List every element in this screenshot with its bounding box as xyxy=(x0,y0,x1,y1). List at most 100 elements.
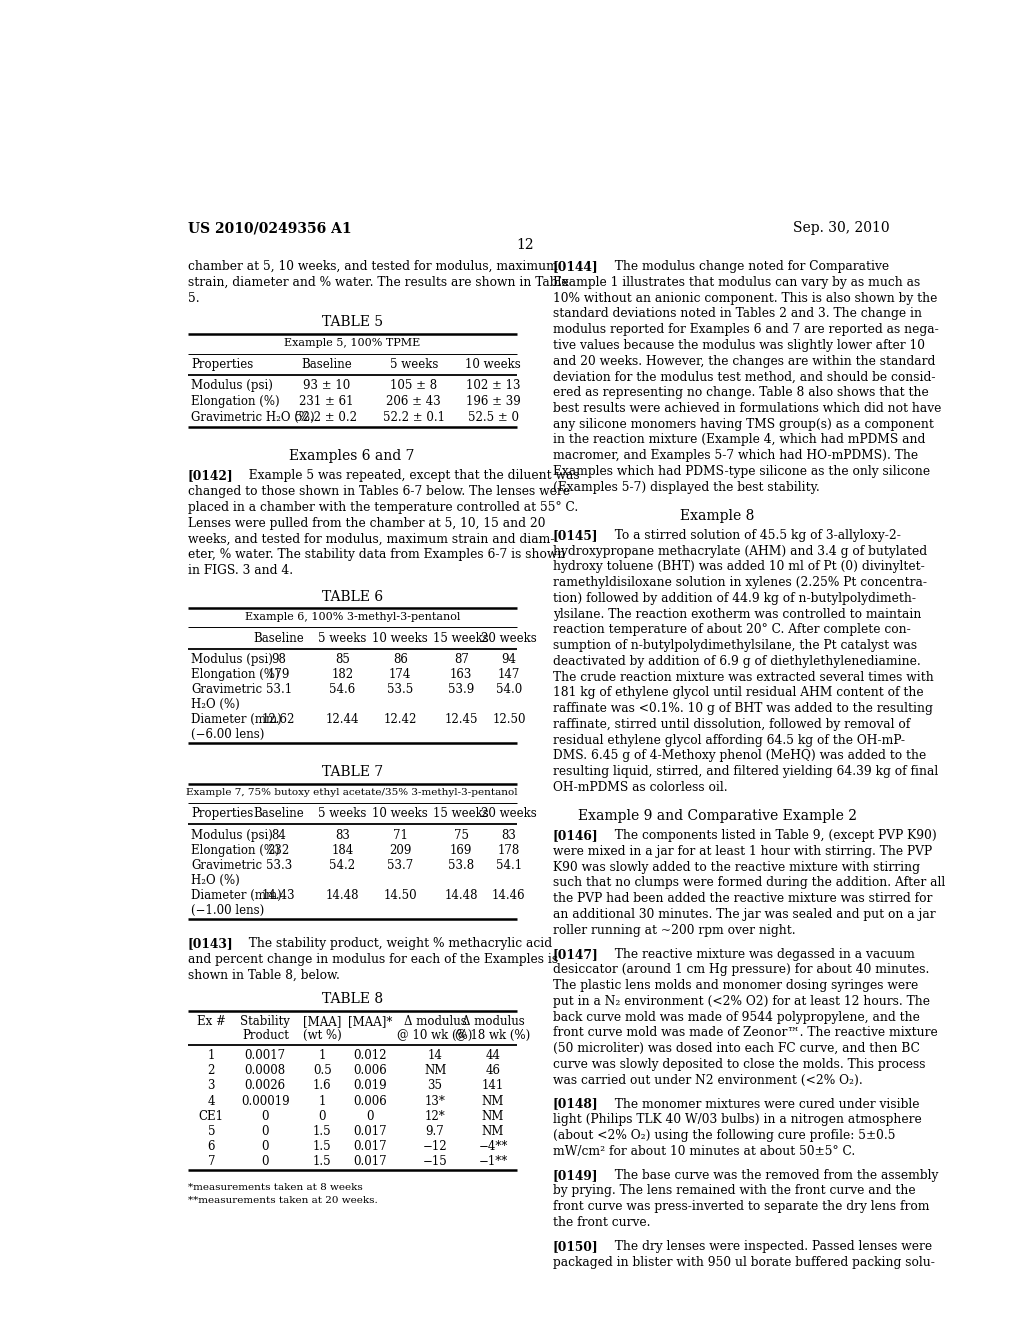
Text: mW/cm² for about 10 minutes at about 50±5° C.: mW/cm² for about 10 minutes at about 50±… xyxy=(553,1144,855,1158)
Text: light (Philips TLK 40 W/03 bulbs) in a nitrogen atmosphere: light (Philips TLK 40 W/03 bulbs) in a n… xyxy=(553,1113,922,1126)
Text: chamber at 5, 10 weeks, and tested for modulus, maximum: chamber at 5, 10 weeks, and tested for m… xyxy=(187,260,557,273)
Text: 10 weeks: 10 weeks xyxy=(465,358,521,371)
Text: in FIGS. 3 and 4.: in FIGS. 3 and 4. xyxy=(187,564,293,577)
Text: 0.0017: 0.0017 xyxy=(245,1049,286,1063)
Text: [0147]: [0147] xyxy=(553,948,598,961)
Text: 0.006: 0.006 xyxy=(353,1064,387,1077)
Text: strain, diameter and % water. The results are shown in Table: strain, diameter and % water. The result… xyxy=(187,276,568,289)
Text: 52.2 ± 0.2: 52.2 ± 0.2 xyxy=(295,411,357,424)
Text: best results were achieved in formulations which did not have: best results were achieved in formulatio… xyxy=(553,401,941,414)
Text: back curve mold was made of 9544 polypropylene, and the: back curve mold was made of 9544 polypro… xyxy=(553,1011,920,1023)
Text: standard deviations noted in Tables 2 and 3. The change in: standard deviations noted in Tables 2 an… xyxy=(553,308,922,321)
Text: 1.6: 1.6 xyxy=(313,1080,332,1093)
Text: NM: NM xyxy=(482,1094,504,1107)
Text: Elongation (%): Elongation (%) xyxy=(191,843,281,857)
Text: 105 ± 8: 105 ± 8 xyxy=(390,379,437,392)
Text: 1.5: 1.5 xyxy=(313,1125,332,1138)
Text: 84: 84 xyxy=(271,829,287,842)
Text: 13*: 13* xyxy=(425,1094,445,1107)
Text: 6: 6 xyxy=(208,1139,215,1152)
Text: 54.6: 54.6 xyxy=(329,682,355,696)
Text: changed to those shown in Tables 6-7 below. The lenses were: changed to those shown in Tables 6-7 bel… xyxy=(187,486,569,498)
Text: 46: 46 xyxy=(485,1064,501,1077)
Text: 75: 75 xyxy=(454,829,469,842)
Text: front curve mold was made of Zeonor™. The reactive mixture: front curve mold was made of Zeonor™. Th… xyxy=(553,1027,937,1039)
Text: 181 kg of ethylene glycol until residual AHM content of the: 181 kg of ethylene glycol until residual… xyxy=(553,686,924,700)
Text: 53.1: 53.1 xyxy=(265,682,292,696)
Text: hydroxypropane methacrylate (AHM) and 3.4 g of butylated: hydroxypropane methacrylate (AHM) and 3.… xyxy=(553,545,927,557)
Text: H₂O (%): H₂O (%) xyxy=(191,698,241,711)
Text: reaction temperature of about 20° C. After complete con-: reaction temperature of about 20° C. Aft… xyxy=(553,623,910,636)
Text: raffinate was <0.1%. 10 g of BHT was added to the resulting: raffinate was <0.1%. 10 g of BHT was add… xyxy=(553,702,933,715)
Text: the front curve.: the front curve. xyxy=(553,1216,650,1229)
Text: 53.9: 53.9 xyxy=(449,682,474,696)
Text: 1: 1 xyxy=(318,1049,326,1063)
Text: 206 ± 43: 206 ± 43 xyxy=(386,395,441,408)
Text: TABLE 5: TABLE 5 xyxy=(322,315,383,330)
Text: 10 weeks: 10 weeks xyxy=(373,631,428,644)
Text: 179: 179 xyxy=(267,668,290,681)
Text: [MAA]*: [MAA]* xyxy=(348,1015,392,1028)
Text: 2: 2 xyxy=(208,1064,215,1077)
Text: 0.006: 0.006 xyxy=(353,1094,387,1107)
Text: Sep. 30, 2010: Sep. 30, 2010 xyxy=(794,222,890,235)
Text: [0148]: [0148] xyxy=(553,1097,598,1110)
Text: packaged in blister with 950 ul borate buffered packing solu-: packaged in blister with 950 ul borate b… xyxy=(553,1255,935,1269)
Text: macromer, and Examples 5-7 which had HO-mPDMS). The: macromer, and Examples 5-7 which had HO-… xyxy=(553,449,918,462)
Text: in the reaction mixture (Example 4, which had mPDMS and: in the reaction mixture (Example 4, whic… xyxy=(553,433,925,446)
Text: Modulus (psi): Modulus (psi) xyxy=(191,653,273,665)
Text: Elongation (%): Elongation (%) xyxy=(191,668,281,681)
Text: Modulus (psi): Modulus (psi) xyxy=(191,829,273,842)
Text: 85: 85 xyxy=(335,653,350,665)
Text: 20 weeks: 20 weeks xyxy=(481,807,537,820)
Text: The modulus change noted for Comparative: The modulus change noted for Comparative xyxy=(606,260,889,273)
Text: ramethyldisiloxane solution in xylenes (2.25% Pt concentra-: ramethyldisiloxane solution in xylenes (… xyxy=(553,576,927,589)
Text: Properties: Properties xyxy=(191,807,254,820)
Text: Example 9 and Comparative Example 2: Example 9 and Comparative Example 2 xyxy=(578,809,857,822)
Text: The crude reaction mixture was extracted several times with: The crude reaction mixture was extracted… xyxy=(553,671,933,684)
Text: 231 ± 61: 231 ± 61 xyxy=(299,395,353,408)
Text: 0.017: 0.017 xyxy=(353,1125,387,1138)
Text: 0.0026: 0.0026 xyxy=(245,1080,286,1093)
Text: Example 8: Example 8 xyxy=(680,508,755,523)
Text: 3: 3 xyxy=(208,1080,215,1093)
Text: 53.7: 53.7 xyxy=(387,858,414,871)
Text: 52.5 ± 0: 52.5 ± 0 xyxy=(468,411,518,424)
Text: 169: 169 xyxy=(451,843,472,857)
Text: raffinate, stirred until dissolution, followed by removal of: raffinate, stirred until dissolution, fo… xyxy=(553,718,910,731)
Text: Stability: Stability xyxy=(241,1015,290,1028)
Text: 102 ± 13: 102 ± 13 xyxy=(466,379,520,392)
Text: 0: 0 xyxy=(261,1155,269,1168)
Text: OH-mPDMS as colorless oil.: OH-mPDMS as colorless oil. xyxy=(553,781,727,793)
Text: 14.50: 14.50 xyxy=(383,888,417,902)
Text: 0: 0 xyxy=(261,1139,269,1152)
Text: tive values because the modulus was slightly lower after 10: tive values because the modulus was slig… xyxy=(553,339,925,352)
Text: by prying. The lens remained with the front curve and the: by prying. The lens remained with the fr… xyxy=(553,1184,915,1197)
Text: [0146]: [0146] xyxy=(553,829,598,842)
Text: Elongation (%): Elongation (%) xyxy=(191,395,281,408)
Text: To a stirred solution of 45.5 kg of 3-allyloxy-2-: To a stirred solution of 45.5 kg of 3-al… xyxy=(606,529,900,543)
Text: 53.5: 53.5 xyxy=(387,682,414,696)
Text: 93 ± 10: 93 ± 10 xyxy=(303,379,350,392)
Text: Δ modulus: Δ modulus xyxy=(462,1015,524,1028)
Text: 12: 12 xyxy=(516,238,534,252)
Text: 53.8: 53.8 xyxy=(449,858,474,871)
Text: 0: 0 xyxy=(318,1110,327,1122)
Text: (50 microliter) was dosed into each FC curve, and then BC: (50 microliter) was dosed into each FC c… xyxy=(553,1043,920,1055)
Text: 15 weeks: 15 weeks xyxy=(433,631,489,644)
Text: Diameter (mm): Diameter (mm) xyxy=(191,888,283,902)
Text: 4: 4 xyxy=(208,1094,215,1107)
Text: 14.48: 14.48 xyxy=(326,888,359,902)
Text: The plastic lens molds and monomer dosing syringes were: The plastic lens molds and monomer dosin… xyxy=(553,979,918,993)
Text: curve was slowly deposited to close the molds. This process: curve was slowly deposited to close the … xyxy=(553,1057,925,1071)
Text: 182: 182 xyxy=(331,668,353,681)
Text: 14: 14 xyxy=(428,1049,442,1063)
Text: [0149]: [0149] xyxy=(553,1168,598,1181)
Text: resulting liquid, stirred, and filtered yielding 64.39 kg of final: resulting liquid, stirred, and filtered … xyxy=(553,766,938,779)
Text: TABLE 7: TABLE 7 xyxy=(322,766,383,780)
Text: DMS. 6.45 g of 4-Methoxy phenol (MeHQ) was added to the: DMS. 6.45 g of 4-Methoxy phenol (MeHQ) w… xyxy=(553,750,926,763)
Text: 14.43: 14.43 xyxy=(262,888,296,902)
Text: 54.1: 54.1 xyxy=(496,858,522,871)
Text: −1**: −1** xyxy=(478,1155,508,1168)
Text: TABLE 8: TABLE 8 xyxy=(322,993,383,1006)
